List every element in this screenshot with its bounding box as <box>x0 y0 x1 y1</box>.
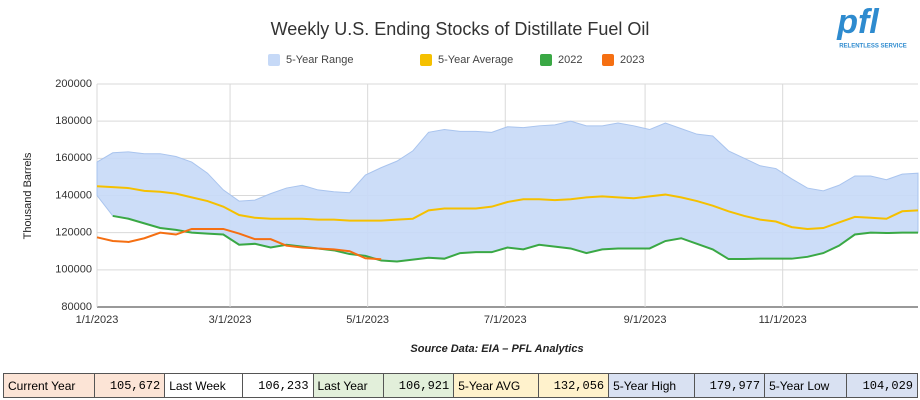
legend-label: 5-Year Range <box>286 54 353 66</box>
x-tick-label: 1/1/2023 <box>76 314 119 326</box>
range-area <box>96 120 919 262</box>
x-tick-label: 3/1/2023 <box>209 314 252 326</box>
legend-label: 5-Year Average <box>438 54 513 66</box>
legend-swatch <box>420 54 432 66</box>
y-axis-label: Thousand Barrels <box>22 152 34 239</box>
summary-row: Current Year 105,672 Last Week 106,233 Last … <box>3 373 918 398</box>
x-tick-label: 9/1/2023 <box>624 314 667 326</box>
table-label: Current Year <box>3 373 95 398</box>
logo-tagline: RELENTLESS SERVICE <box>839 44 907 50</box>
table-value: 106,921 <box>382 373 455 398</box>
source: Source Data: EIA – PFL Analytics <box>410 343 583 355</box>
chart: Weekly U.S. Ending Stocks of Distillate … <box>22 3 919 355</box>
series-line <box>96 227 382 261</box>
table-label: 5-Year AVG <box>453 373 539 398</box>
table-label: 5-Year High <box>608 373 695 398</box>
y-tick-label: 120000 <box>55 227 92 239</box>
x-tick-label: 11/1/2023 <box>759 314 807 326</box>
table-label: Last Week <box>164 373 243 398</box>
legend-label: 2023 <box>620 54 644 66</box>
y-tick-label: 80000 <box>61 301 92 313</box>
legend-swatch <box>602 54 614 66</box>
chart-title: Weekly U.S. Ending Stocks of Distillate … <box>271 19 650 39</box>
summary-table: Current Year 105,672 Last Week 106,233 Last … <box>3 373 918 398</box>
legend-swatch <box>268 54 280 66</box>
x-tick-label: 7/1/2023 <box>484 314 527 326</box>
y-tick-label: 160000 <box>55 152 92 164</box>
x-tick-label: 5/1/2023 <box>346 314 389 326</box>
y-tick-label: 200000 <box>55 78 92 90</box>
table-value: 105,672 <box>93 373 166 398</box>
table-value: 132,056 <box>537 373 610 398</box>
table-value: 106,233 <box>242 373 314 398</box>
table-label: 5-Year Low <box>764 373 848 398</box>
legend-label: 2022 <box>558 54 582 66</box>
series-line <box>96 185 919 230</box>
series-line <box>112 214 918 263</box>
y-tick-label: 100000 <box>55 264 92 276</box>
table-value: 179,977 <box>693 373 766 398</box>
table-label: Last Year <box>312 373 384 398</box>
y-tick-label: 140000 <box>55 189 92 201</box>
y-tick-label: 180000 <box>55 115 92 127</box>
logo: pfl <box>836 3 880 41</box>
legend-swatch <box>540 54 552 66</box>
table-value: 104,029 <box>846 373 918 398</box>
